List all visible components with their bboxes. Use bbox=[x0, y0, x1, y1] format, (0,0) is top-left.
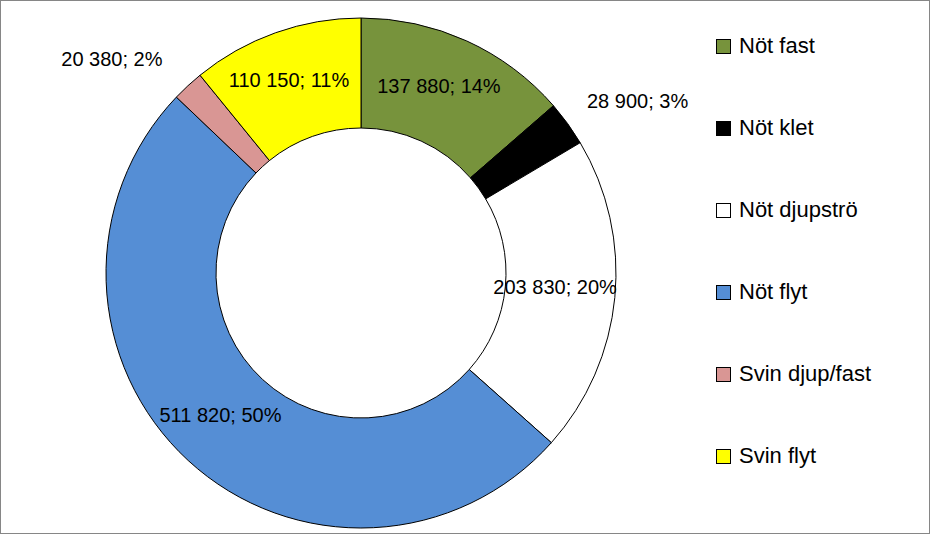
html-text:Nöt fast: Nöt fast bbox=[739, 33, 815, 58]
html-text:Nöt djupströ: Nöt djupströ bbox=[739, 197, 858, 222]
svg-text:511 820; 50%: 511 820; 50% bbox=[159, 404, 281, 426]
svg-text:28 900; 3%: 28 900; 3% bbox=[587, 90, 688, 112]
html-text:Svin djup/fast: Svin djup/fast bbox=[739, 361, 872, 386]
html-text:Svin flyt: Svin flyt bbox=[739, 443, 816, 468]
html-text:Nöt flyt: Nöt flyt bbox=[739, 279, 808, 304]
svg-text:110 150; 11%: 110 150; 11% bbox=[229, 69, 350, 91]
html-text:Nöt klet: Nöt klet bbox=[739, 115, 814, 140]
svg-text:20 380; 2%: 20 380; 2% bbox=[61, 48, 162, 70]
svg-text:203 830; 20%: 203 830; 20% bbox=[493, 276, 617, 298]
svg-text:137 880; 14%: 137 880; 14% bbox=[377, 75, 501, 97]
